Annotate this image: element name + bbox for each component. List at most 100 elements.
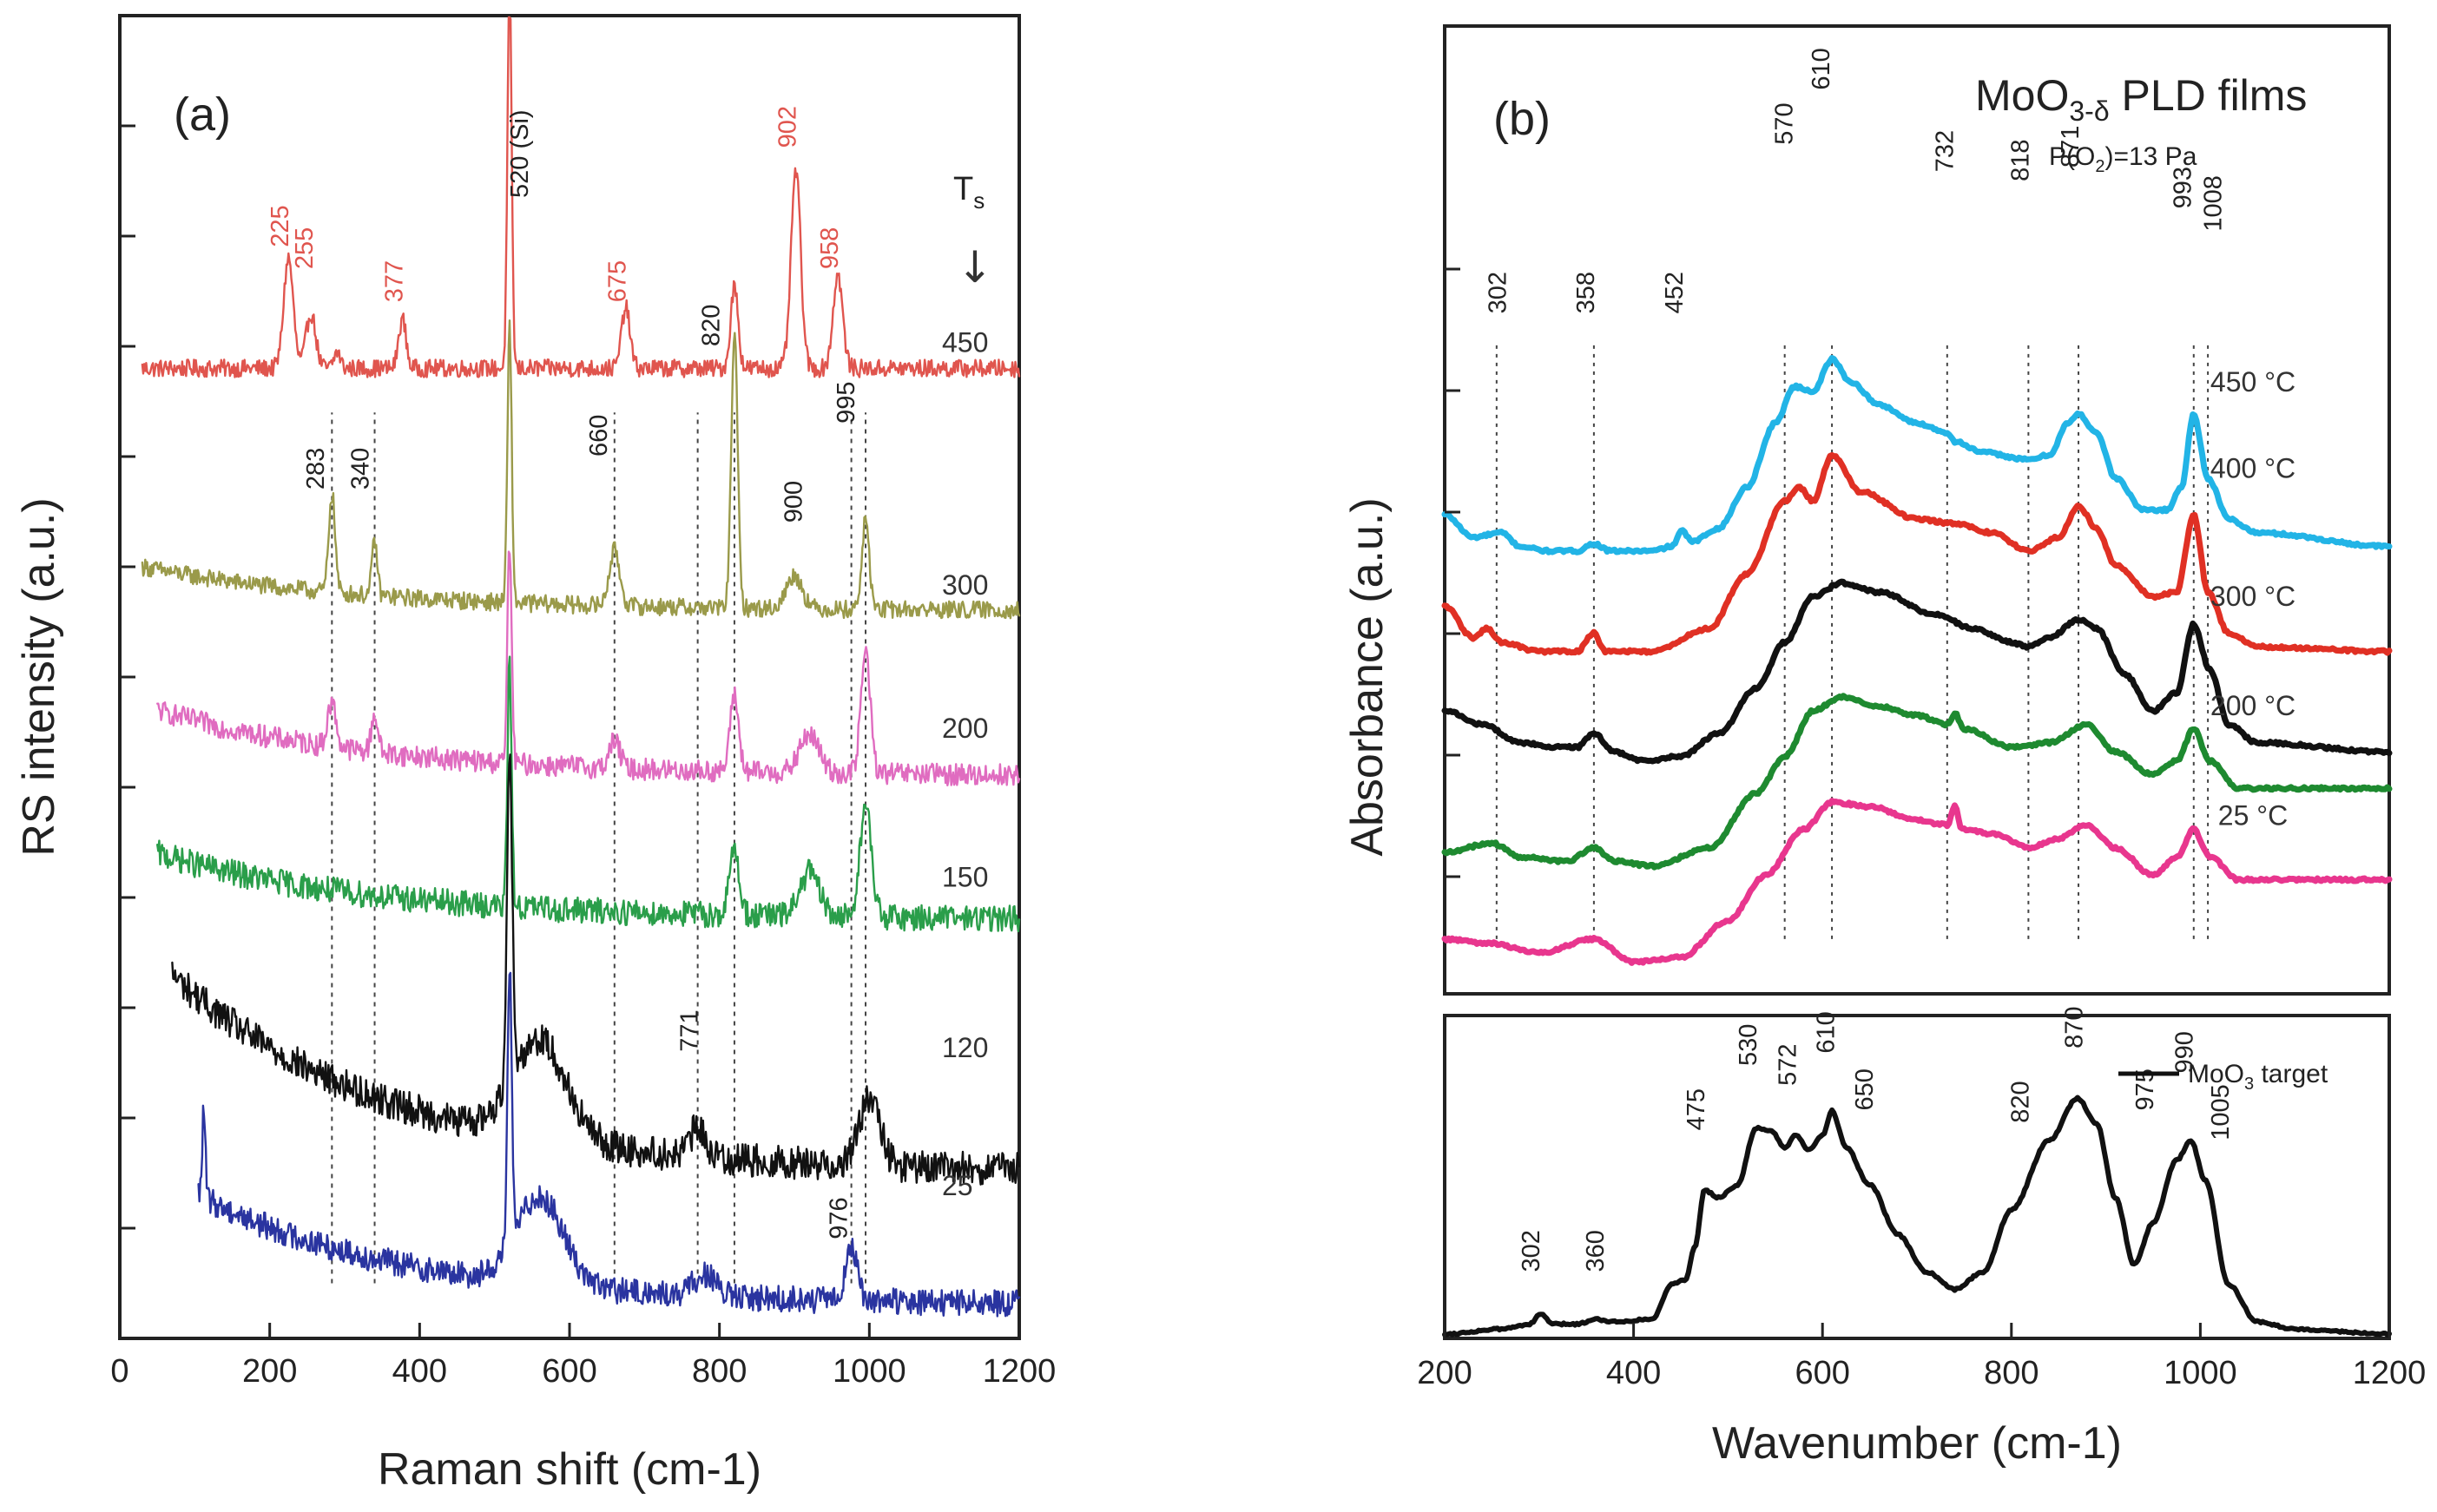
panel-b-subtitle-pre: P(O [2049, 142, 2095, 171]
peak-label: 870 [2060, 1007, 2088, 1049]
peak-label: 900 [780, 481, 808, 523]
panel-a-y-axis-title: RS intensity (a.u.) [14, 497, 64, 856]
series-label-450: 450 [942, 326, 988, 358]
peak-label: 475 [1683, 1088, 1710, 1130]
series-line-300 [141, 319, 1021, 620]
series-label-25: 25 [942, 1170, 973, 1201]
peak-label: 995 [833, 382, 860, 424]
series-label: 300 °C [2210, 581, 2295, 612]
panel-b-title-rest: PLD films [2110, 71, 2308, 120]
x-tick-label: 1000 [833, 1353, 906, 1390]
series-line-150 [156, 655, 1021, 933]
peak-label: 358 [1572, 272, 1600, 313]
peak-label: 1005 [2207, 1084, 2235, 1141]
x-tick-label: 600 [1795, 1355, 1849, 1391]
peak-label: 871 [2057, 126, 2085, 168]
peak-label: 820 [698, 305, 726, 346]
series-line-300C [1441, 578, 2393, 765]
x-tick-label: 200 [242, 1353, 297, 1390]
series-label: 450 °C [2210, 366, 2295, 398]
panel-b: 302 358 452 570 610 732 818 871 993 1008 450 °C 40… [1342, 24, 2393, 996]
series-label-150: 150 [942, 861, 988, 892]
panel-b-frame [1443, 24, 2391, 996]
inset-legend-rest: target [2254, 1060, 2328, 1088]
panel-b-traces [1441, 355, 2393, 966]
si-peak-label: 520 (Si) [506, 109, 534, 198]
series-label: 400 °C [2210, 453, 2295, 484]
panel-a-series-labels: 450 300 200 150 120 25 [942, 326, 988, 1201]
x-tick-label: 800 [692, 1353, 747, 1390]
panel-b-subtitle: P(O2)=13 Pa [2049, 142, 2197, 176]
panel-a-x-ticks: 0 200 400 600 800 1000 1200 [110, 1323, 1056, 1390]
panel-b-series-labels: 450 °C 400 °C 300 °C 200 °C 25 °C [2210, 366, 2295, 832]
series-label: 25 °C [2218, 799, 2288, 831]
inset-legend-label: MoO3 target [2188, 1060, 2328, 1094]
panel-b-x-axis-title: Wavenumber (cm-1) [1712, 1418, 2122, 1469]
peak-label: 225 [267, 205, 294, 247]
panel-b-y-axis-title: Absorbance (a.u.) [1342, 497, 1393, 856]
inset-legend-sub: 3 [2244, 1075, 2254, 1094]
peak-label: 610 [1808, 48, 1835, 89]
panel-b-inset-traces [1442, 1095, 2392, 1338]
panel-a-label: (a) [174, 89, 231, 141]
x-tick-label: 1000 [2164, 1355, 2237, 1391]
x-tick-label: 0 [110, 1353, 128, 1390]
panel-b-inset-frame [1443, 1014, 2391, 1340]
series-line-120 [171, 753, 1021, 1186]
panel-b-peak-labels: 302 358 452 570 610 732 818 871 993 1008 [1485, 48, 2228, 313]
panel-b-x-ticks: 200 400 600 800 1000 1200 [1417, 1323, 2426, 1391]
series-line-200C [1441, 693, 2393, 871]
series-line-25C [1441, 798, 2393, 966]
peak-label: 452 [1661, 272, 1689, 313]
peak-label: 570 [1770, 102, 1798, 144]
series-label-120: 120 [942, 1032, 988, 1063]
peak-label: 360 [1582, 1230, 1610, 1272]
panel-b-title: MoO3-δ PLD films [1975, 71, 2307, 127]
peak-label: 572 [1775, 1043, 1802, 1085]
peak-label: 990 [2171, 1031, 2199, 1073]
peak-label: 283 [302, 448, 330, 490]
ts-arrow-icon: ↓ [957, 242, 993, 293]
peak-label: 1008 [2199, 175, 2227, 232]
series-line-400C [1441, 452, 2393, 656]
x-tick-label: 1200 [2353, 1355, 2427, 1391]
panel-a-guide-lines [331, 412, 867, 1284]
panel-b-subtitle-post: )=13 Pa [2104, 142, 2197, 171]
peak-label: 771 [676, 1009, 704, 1051]
x-tick-label: 1200 [983, 1353, 1057, 1390]
x-tick-label: 200 [1417, 1355, 1472, 1391]
peak-label: 732 [1931, 130, 1959, 172]
peak-label: 340 [347, 448, 375, 490]
peak-label: 902 [774, 106, 802, 148]
panel-b-label: (b) [1493, 93, 1551, 145]
series-line-450C [1441, 355, 2393, 555]
peak-label: 820 [2006, 1081, 2034, 1122]
peak-label: 650 [1851, 1068, 1879, 1110]
series-line-25 [197, 971, 1021, 1318]
series-label-300: 300 [942, 569, 988, 601]
peak-label: 530 [1735, 1024, 1762, 1066]
ts-indicator: Ts ↓ [953, 171, 993, 293]
inset-legend-main: MoO [2188, 1060, 2244, 1088]
x-tick-label: 800 [1984, 1355, 2039, 1391]
panel-b-title-main: MoO [1975, 71, 2069, 120]
panel-b-subtitle-sub: 2 [2095, 157, 2104, 176]
series-label: 200 °C [2210, 690, 2295, 721]
ts-label-main: T [953, 171, 973, 207]
peak-label: 818 [2006, 139, 2034, 181]
series-line-450 [141, 16, 1021, 378]
ts-label-sub: s [973, 187, 985, 214]
series-line-200 [156, 550, 1021, 786]
peak-label: 976 [825, 1197, 853, 1239]
panel-a-traces [141, 16, 1021, 1318]
ts-label: Ts [953, 171, 985, 214]
peak-label: 993 [2170, 167, 2197, 208]
x-tick-label: 400 [392, 1353, 447, 1390]
peak-label: 377 [380, 260, 408, 302]
peak-label: 255 [291, 227, 319, 269]
